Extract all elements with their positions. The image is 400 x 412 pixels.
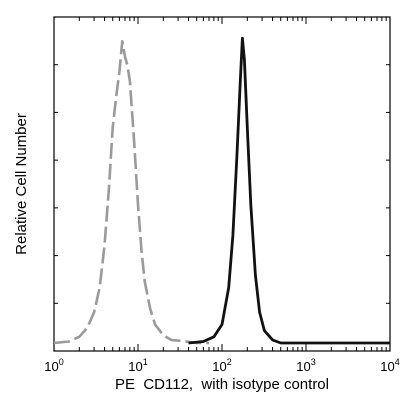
x-tick-label: 101 — [128, 357, 147, 374]
x-axis-title: PE CD112, with isotype control — [115, 376, 329, 393]
plot-frame — [53, 16, 391, 352]
isotype-control-curve — [53, 39, 209, 345]
x-tick-label: 104 — [380, 357, 399, 374]
tick-marks — [53, 17, 390, 351]
cd112-curve — [188, 36, 390, 345]
x-tick-label: 102 — [212, 357, 231, 374]
histogram-curves — [53, 36, 390, 345]
x-tick-labels: 100 101 102 103 104 — [44, 357, 399, 374]
x-tick-label: 100 — [44, 357, 63, 374]
x-tick-label: 103 — [296, 357, 315, 374]
y-axis-title: Relative Cell Number — [13, 113, 30, 255]
